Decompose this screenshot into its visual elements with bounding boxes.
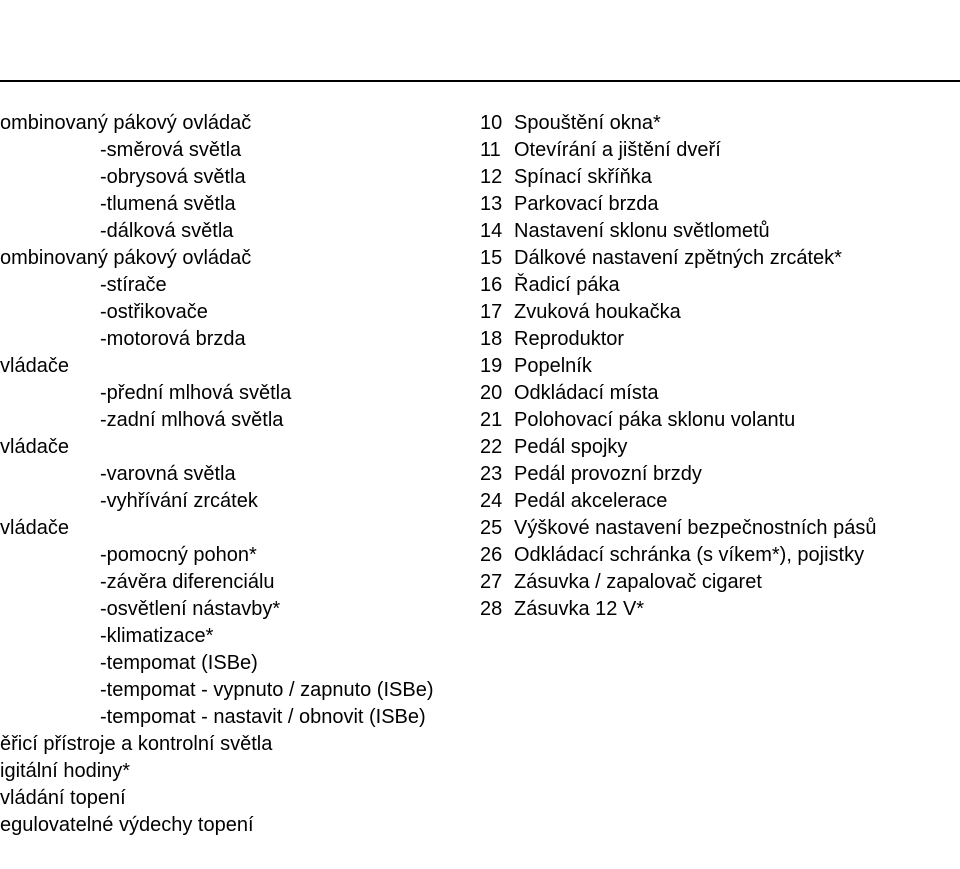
group-head: vládače xyxy=(0,434,470,461)
list-item: 28Zásuvka 12 V* xyxy=(480,596,960,623)
list-item: 26Odkládací schránka (s víkem*), pojistk… xyxy=(480,542,960,569)
item-text: Zásuvka / zapalovač cigaret xyxy=(514,571,762,593)
item-text: Pedál provozní brzdy xyxy=(514,463,702,485)
item-number: 18 xyxy=(480,326,514,353)
tail-line: igitální hodiny* xyxy=(0,758,470,785)
group-head: vládače xyxy=(0,353,470,380)
item-text: Pedál akcelerace xyxy=(514,490,667,512)
item-text: Pedál spojky xyxy=(514,436,627,458)
tail-line: egulovatelné výdechy topení xyxy=(0,812,470,839)
list-item: 17Zvuková houkačka xyxy=(480,299,960,326)
item-number: 27 xyxy=(480,569,514,596)
page: ombinovaný pákový ovládač -směrová světl… xyxy=(0,0,960,869)
group-head: ombinovaný pákový ovládač xyxy=(0,245,470,272)
group-item: -vyhřívání zrcátek xyxy=(0,488,470,515)
group-item: -směrová světla xyxy=(0,137,470,164)
item-text: Polohovací páka sklonu volantu xyxy=(514,409,795,431)
item-text: Odkládací místa xyxy=(514,382,659,404)
group-item: -zadní mlhová světla xyxy=(0,407,470,434)
list-item: 16Řadicí páka xyxy=(480,272,960,299)
item-number: 23 xyxy=(480,461,514,488)
item-number: 17 xyxy=(480,299,514,326)
group-item: -tempomat - vypnuto / zapnuto (ISBe) xyxy=(0,677,470,704)
item-number: 19 xyxy=(480,353,514,380)
list-item: 13Parkovací brzda xyxy=(480,191,960,218)
horizontal-rule xyxy=(0,80,960,82)
item-number: 13 xyxy=(480,191,514,218)
group-head: vládače xyxy=(0,515,470,542)
list-item: 14Nastavení sklonu světlometů xyxy=(480,218,960,245)
item-number: 22 xyxy=(480,434,514,461)
item-number: 11 xyxy=(480,137,514,164)
group-item: -motorová brzda xyxy=(0,326,470,353)
item-text: Spínací skříňka xyxy=(514,166,652,188)
right-column: 10Spouštění okna* 11Otevírání a jištění … xyxy=(470,110,960,839)
group-item: -tempomat - nastavit / obnovit (ISBe) xyxy=(0,704,470,731)
group-head: ombinovaný pákový ovládač xyxy=(0,110,470,137)
item-text: Dálkové nastavení zpětných zrcátek* xyxy=(514,247,842,269)
list-item: 23Pedál provozní brzdy xyxy=(480,461,960,488)
item-text: Nastavení sklonu světlometů xyxy=(514,220,770,242)
item-number: 24 xyxy=(480,488,514,515)
list-item: 19Popelník xyxy=(480,353,960,380)
item-number: 16 xyxy=(480,272,514,299)
group-item: -závěra diferenciálu xyxy=(0,569,470,596)
list-item: 27Zásuvka / zapalovač cigaret xyxy=(480,569,960,596)
group-item: -pomocný pohon* xyxy=(0,542,470,569)
group-item: -obrysová světla xyxy=(0,164,470,191)
group-item: -osvětlení nástavby* xyxy=(0,596,470,623)
list-item: 11Otevírání a jištění dveří xyxy=(480,137,960,164)
item-number: 20 xyxy=(480,380,514,407)
list-item: 12Spínací skříňka xyxy=(480,164,960,191)
group-item: -přední mlhová světla xyxy=(0,380,470,407)
list-item: 10Spouštění okna* xyxy=(480,110,960,137)
group-item: -ostřikovače xyxy=(0,299,470,326)
item-number: 10 xyxy=(480,110,514,137)
item-number: 25 xyxy=(480,515,514,542)
item-text: Popelník xyxy=(514,355,592,377)
item-text: Odkládací schránka (s víkem*), pojistky xyxy=(514,544,864,566)
item-text: Řadicí páka xyxy=(514,274,620,296)
tail-line: vládání topení xyxy=(0,785,470,812)
item-number: 12 xyxy=(480,164,514,191)
list-item: 25Výškové nastavení bezpečnostních pásů xyxy=(480,515,960,542)
list-item: 20Odkládací místa xyxy=(480,380,960,407)
tail-line: ěřicí přístroje a kontrolní světla xyxy=(0,731,470,758)
item-text: Spouštění okna* xyxy=(514,112,661,134)
item-text: Reproduktor xyxy=(514,328,624,350)
item-number: 26 xyxy=(480,542,514,569)
columns: ombinovaný pákový ovládač -směrová světl… xyxy=(0,110,960,839)
group-item: -tempomat (ISBe) xyxy=(0,650,470,677)
item-number: 15 xyxy=(480,245,514,272)
item-text: Parkovací brzda xyxy=(514,193,659,215)
list-item: 24Pedál akcelerace xyxy=(480,488,960,515)
list-item: 18Reproduktor xyxy=(480,326,960,353)
item-number: 28 xyxy=(480,596,514,623)
item-text: Otevírání a jištění dveří xyxy=(514,139,721,161)
group-item: -tlumená světla xyxy=(0,191,470,218)
list-item: 22Pedál spojky xyxy=(480,434,960,461)
group-item: -varovná světla xyxy=(0,461,470,488)
item-text: Výškové nastavení bezpečnostních pásů xyxy=(514,517,876,539)
list-item: 21Polohovací páka sklonu volantu xyxy=(480,407,960,434)
group-item: -dálková světla xyxy=(0,218,470,245)
left-column: ombinovaný pákový ovládač -směrová světl… xyxy=(0,110,470,839)
item-number: 21 xyxy=(480,407,514,434)
group-item: -klimatizace* xyxy=(0,623,470,650)
group-item: -stírače xyxy=(0,272,470,299)
item-text: Zvuková houkačka xyxy=(514,301,681,323)
item-number: 14 xyxy=(480,218,514,245)
list-item: 15Dálkové nastavení zpětných zrcátek* xyxy=(480,245,960,272)
item-text: Zásuvka 12 V* xyxy=(514,598,644,620)
